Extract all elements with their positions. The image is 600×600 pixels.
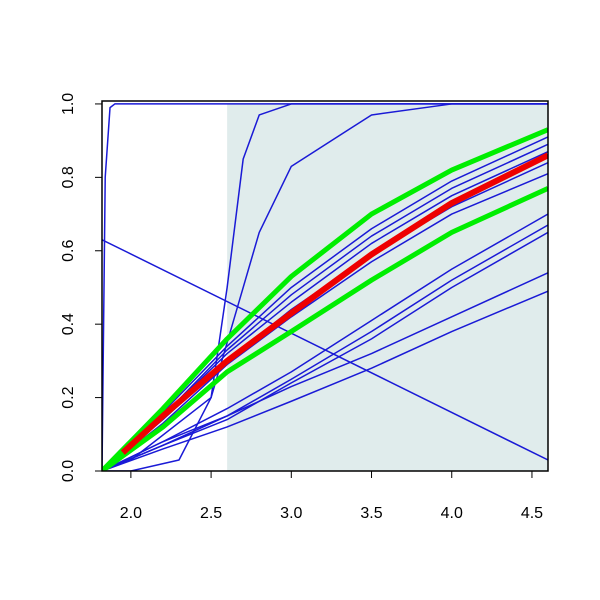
series-line <box>102 231 548 471</box>
y-tick-label: 0.8 <box>60 166 77 188</box>
x-tick-label: 2.0 <box>120 505 142 522</box>
y-tick-label: 0.6 <box>60 240 77 262</box>
y-tick-label: 0.4 <box>60 313 77 335</box>
series-line <box>102 186 548 471</box>
series-line <box>102 127 548 471</box>
x-tick-label: 3.5 <box>360 505 382 522</box>
series-line <box>102 103 548 471</box>
series-line <box>102 272 548 471</box>
x-tick-label: 4.0 <box>441 505 463 522</box>
series-line <box>120 152 548 455</box>
x-tick-label: 4.5 <box>521 505 543 522</box>
series-line <box>102 103 548 471</box>
plot-box <box>101 100 549 472</box>
series-line <box>102 103 548 471</box>
series-line <box>102 290 548 471</box>
x-tick-label: 2.5 <box>200 505 222 522</box>
y-tick-label: 1.0 <box>60 93 77 115</box>
y-tick-label: 0.0 <box>60 460 77 482</box>
y-tick-label: 0.2 <box>60 386 77 408</box>
x-tick-label: 3.0 <box>280 505 302 522</box>
